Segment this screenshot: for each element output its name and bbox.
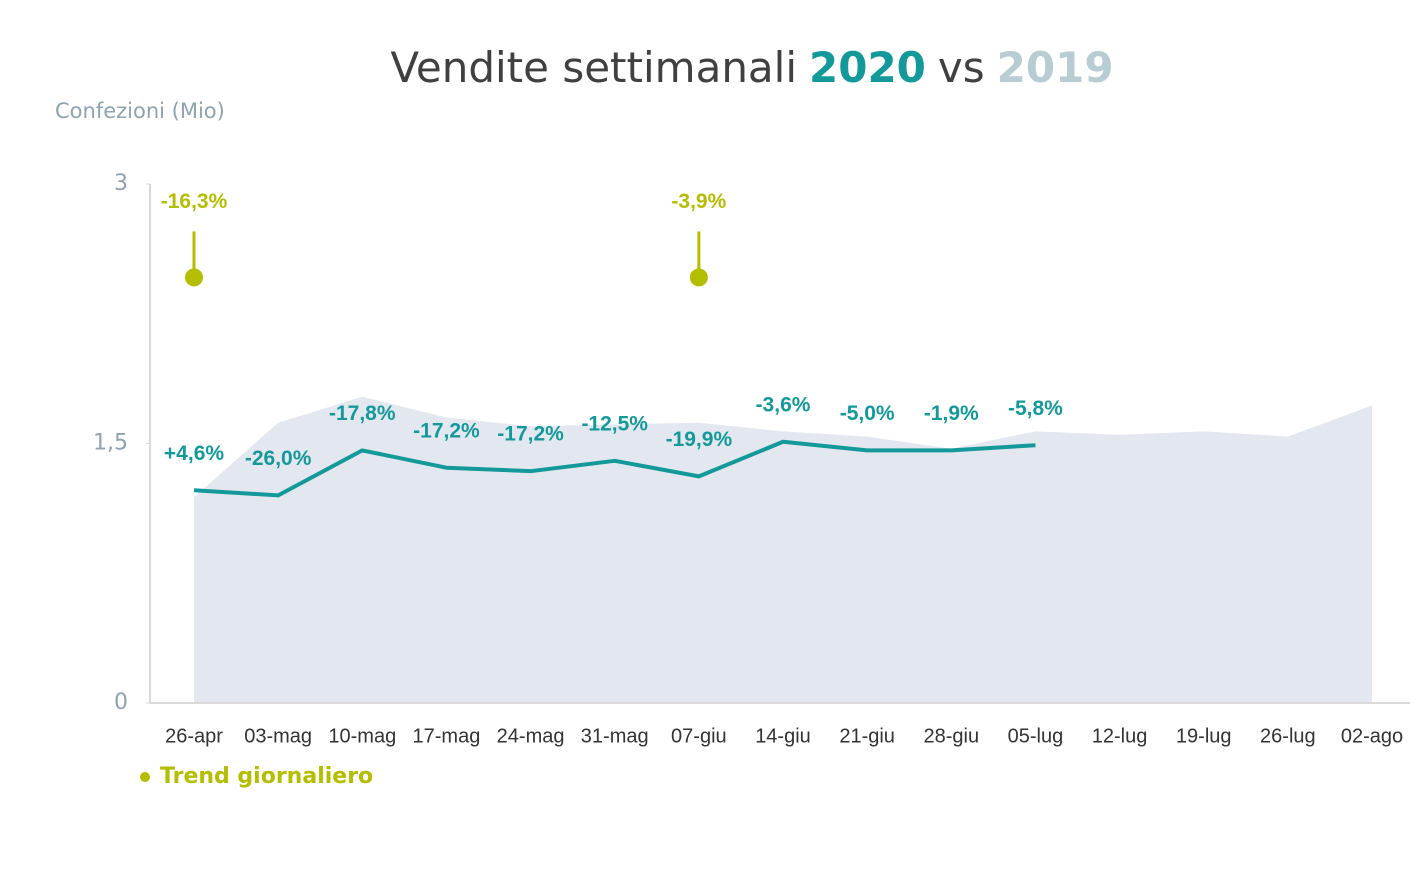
x-tick-label: 24-mag [497,725,565,747]
value-label: -17,8% [329,402,396,425]
x-tick-label: 31-mag [581,725,649,747]
x-tick-label: 26-apr [165,725,223,747]
title-2019: 2019 [997,43,1114,92]
y-tick-label: 0 [114,690,128,715]
title-vs: vs [938,43,985,92]
x-tick-label: 12-lug [1092,725,1148,747]
trend-marker [689,268,708,287]
area-2019 [194,396,1372,703]
value-label: -17,2% [413,419,480,442]
value-label: -12,5% [581,412,648,435]
title-2020: 2020 [809,43,926,92]
value-label: -1,9% [924,402,979,425]
line-2020 [193,439,1036,498]
title-text: Vendite settimanali [390,43,797,92]
value-label: -26,0% [245,447,312,470]
x-tick-label: 19-lug [1176,725,1232,747]
trend-label: -16,3% [161,190,228,213]
x-tick-label: 21-giu [839,725,895,747]
value-label: -5,8% [1008,397,1063,420]
legend-label: Trend giornaliero [160,764,373,789]
trend-marker [185,268,203,287]
value-label: -5,0% [840,402,895,425]
legend-swatch [140,772,150,782]
x-tick-label: 05-lug [1008,725,1064,747]
x-tick-label: 02-ago [1341,725,1403,747]
y-tick-label: 3 [114,171,128,196]
x-tick-label: 26-lug [1260,725,1316,747]
value-label: -17,2% [497,423,564,446]
x-tick-label: 10-mag [328,725,396,747]
y-axis-label: Confezioni (Mio) [55,99,225,123]
trend-label: -3,9% [671,190,726,213]
value-label: -3,6% [756,393,811,416]
x-tick-label: 28-giu [923,725,979,747]
x-tick-label: 14-giu [755,725,811,747]
area-layer [194,396,1372,703]
x-tick-label: 17-mag [413,725,481,747]
value-label: -19,9% [666,428,733,451]
chart-title: Vendite settimanali 2020 vs 2019 [390,43,1113,92]
x-tick-label: 03-mag [244,725,312,747]
value-label: +4,6% [164,442,224,465]
x-tick-label: 07-giu [671,725,727,747]
y-tick-label: 1,5 [93,431,128,456]
